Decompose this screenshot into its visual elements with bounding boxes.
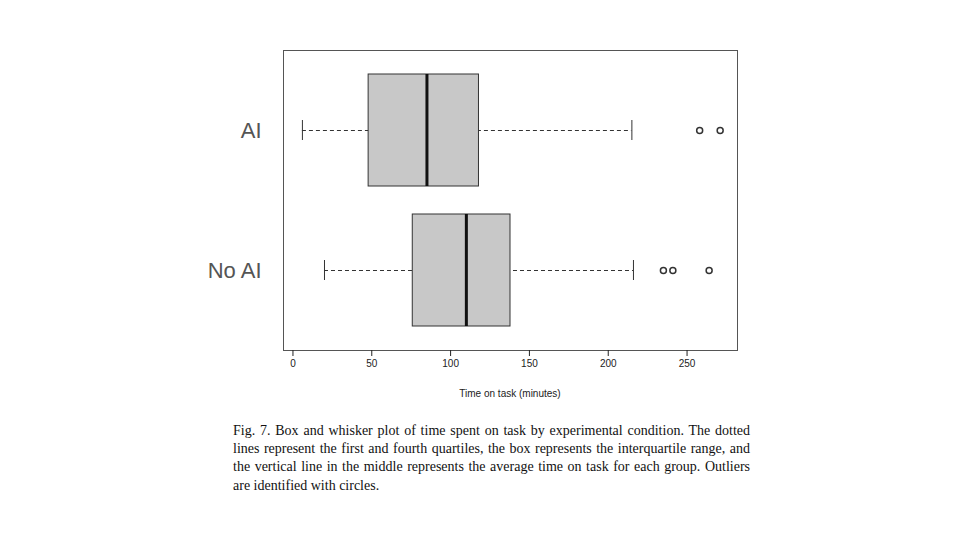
svg-text:0: 0	[290, 358, 296, 369]
svg-text:200: 200	[600, 358, 617, 369]
svg-text:100: 100	[442, 358, 459, 369]
svg-text:No AI: No AI	[208, 258, 262, 283]
html-text:Fig. 7. Box and whisker plot o: Fig. 7. Box and whisker plot of time spe…	[233, 423, 750, 493]
svg-text:AI: AI	[241, 118, 262, 143]
svg-text:150: 150	[521, 358, 538, 369]
svg-text:250: 250	[679, 358, 696, 369]
html-text:Time on task (minutes): Time on task (minutes)	[459, 388, 561, 399]
svg-text:50: 50	[366, 358, 378, 369]
